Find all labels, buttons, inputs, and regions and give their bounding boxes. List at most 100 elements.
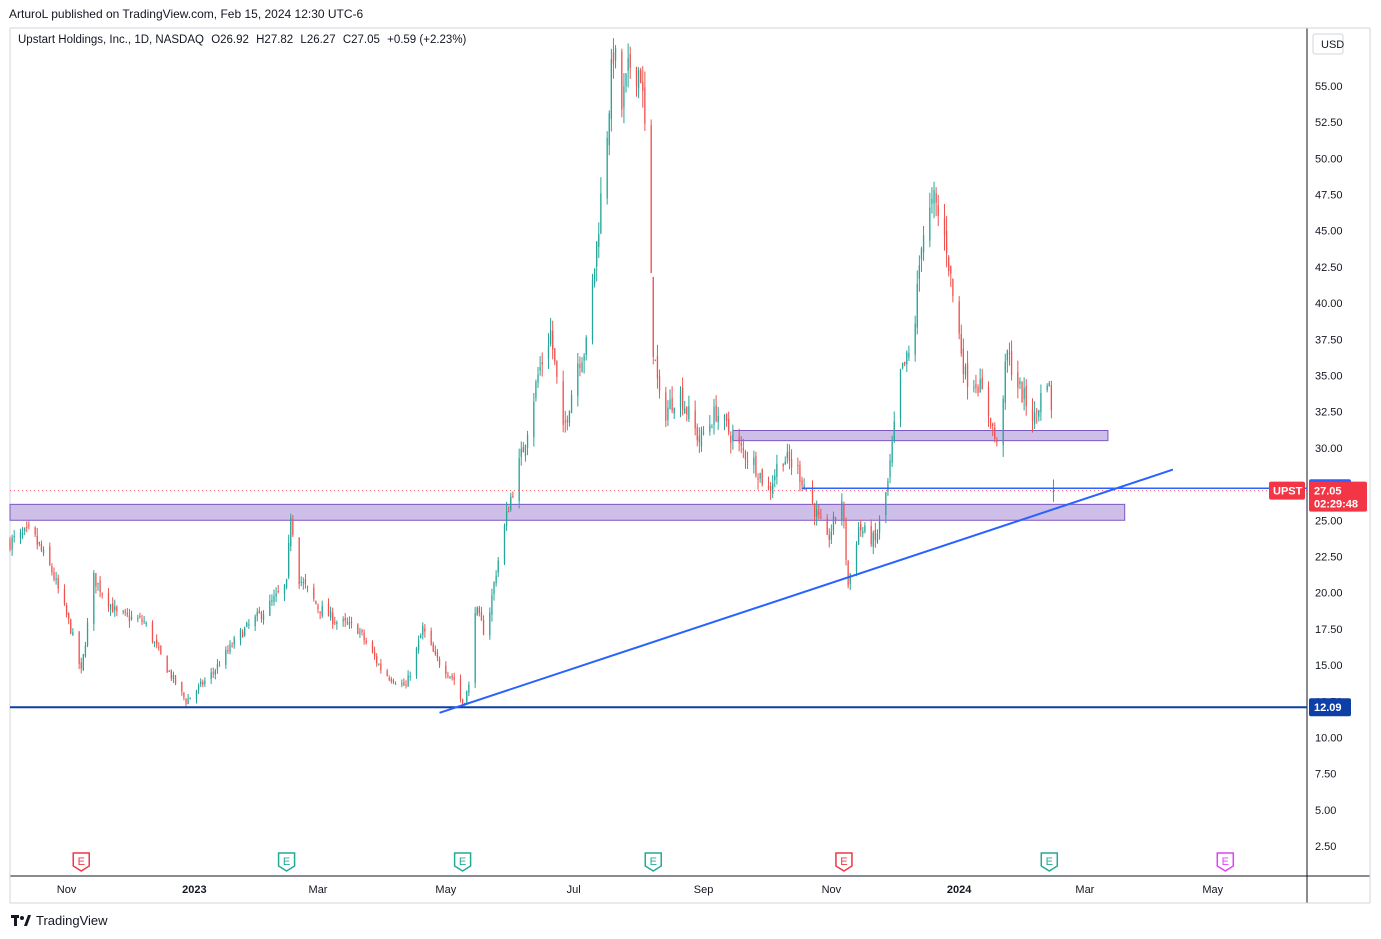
candle-body	[769, 486, 772, 491]
candle-body	[1046, 385, 1048, 391]
candle-body	[474, 613, 476, 683]
candle-body	[417, 640, 420, 650]
candle-body	[480, 611, 483, 621]
candle-body	[348, 621, 351, 625]
candle-body	[864, 525, 866, 532]
price-tick-label: 42.50	[1315, 262, 1343, 274]
legend-low: L26.27	[300, 34, 336, 46]
support-trendline[interactable]	[439, 468, 1174, 714]
candle-body	[78, 631, 80, 665]
candle-body	[857, 526, 860, 545]
candle-body	[593, 268, 596, 285]
candle-body	[979, 379, 981, 393]
candle-body	[1052, 490, 1055, 493]
legend-open: O26.92	[211, 34, 249, 46]
candle-body	[556, 360, 558, 377]
price-tick-label: 50.00	[1315, 153, 1343, 165]
candle-body	[1010, 351, 1013, 376]
candle-body	[1008, 352, 1011, 354]
candle-body	[9, 539, 11, 550]
candle-body	[459, 678, 462, 700]
candle-body	[260, 612, 263, 619]
candle-body	[214, 670, 216, 675]
candle-body	[935, 193, 937, 203]
candle-body	[430, 630, 432, 645]
candle-body	[283, 584, 286, 595]
candle-body	[38, 542, 40, 545]
candle-body	[860, 524, 862, 531]
candle-body	[371, 641, 374, 653]
candle-body	[503, 524, 506, 564]
candle-body	[637, 70, 640, 89]
candle-body	[432, 644, 434, 652]
candle-body	[820, 516, 822, 518]
tradingview-logo[interactable]: TradingView	[11, 913, 108, 928]
candle-body	[520, 448, 522, 457]
candle-body	[275, 593, 277, 597]
time-tick-label: Nov	[822, 884, 842, 896]
candle-body	[801, 479, 803, 486]
candle-body	[344, 617, 346, 621]
candle-body	[80, 662, 82, 669]
candle-body	[885, 492, 887, 516]
candle-body	[987, 386, 990, 417]
candle-body	[363, 632, 365, 641]
candle-body	[549, 330, 552, 345]
price-axis[interactable]: 2.505.007.5010.0012.5015.0017.5020.0022.…	[1315, 81, 1343, 853]
candle-body	[577, 363, 579, 396]
legend-symbol[interactable]: Upstart Holdings, Inc., 1D, NASDAQ	[18, 34, 204, 46]
candle-body	[405, 684, 407, 686]
candle-body	[373, 651, 376, 657]
candle-body	[101, 593, 103, 595]
candle-body	[537, 374, 539, 383]
candle-body	[1033, 412, 1036, 424]
candle-body	[495, 575, 497, 584]
candle-body	[933, 190, 935, 204]
candle-body	[195, 690, 198, 700]
earnings-icon: E	[1216, 852, 1235, 872]
price-tick-label: 20.00	[1315, 588, 1343, 600]
candle-body	[1006, 350, 1009, 361]
candle-body	[684, 408, 686, 413]
last-price-tag	[1309, 481, 1367, 512]
price-tick-label: 2.50	[1315, 841, 1336, 853]
price-tick-label: 40.00	[1315, 298, 1343, 310]
candle-body	[233, 637, 235, 645]
candle-body	[711, 426, 713, 428]
price-tick-label: 30.00	[1315, 443, 1343, 455]
candle-body	[566, 419, 569, 423]
candle-body	[732, 434, 734, 441]
candle-body	[409, 676, 411, 678]
candle-body	[153, 641, 156, 643]
candle-body	[753, 457, 755, 465]
candle-body	[665, 392, 667, 421]
earnings-badge-shape	[1216, 852, 1235, 872]
candle-body	[524, 445, 527, 456]
candle-body	[608, 113, 610, 146]
candle-body	[960, 334, 962, 354]
candle-body	[300, 581, 302, 583]
candle-body	[216, 664, 219, 670]
candle-body	[449, 676, 451, 678]
price-tick-label: 5.00	[1315, 805, 1336, 817]
candle-body	[950, 265, 952, 274]
earnings-badge-shape	[453, 852, 472, 872]
candle-body	[453, 677, 455, 681]
candle-body	[327, 603, 330, 617]
candle-body	[1031, 409, 1034, 422]
currency-button[interactable]	[1312, 33, 1344, 55]
time-tick-label: May	[435, 884, 456, 896]
candle-body	[505, 511, 508, 527]
time-axis[interactable]: Nov 2023 Mar May Jul Sep Nov 2024 Mar May	[57, 884, 1224, 896]
candle-body	[623, 86, 625, 108]
candle-body	[49, 546, 51, 565]
candle-body	[746, 460, 749, 462]
candle-body	[28, 524, 30, 527]
zone-rectangle	[732, 430, 1109, 442]
candle-body	[1017, 372, 1019, 388]
candle-body	[187, 698, 189, 705]
candle-body	[740, 443, 742, 446]
candle-body	[97, 582, 99, 585]
price-tick-label: 17.50	[1315, 624, 1343, 636]
